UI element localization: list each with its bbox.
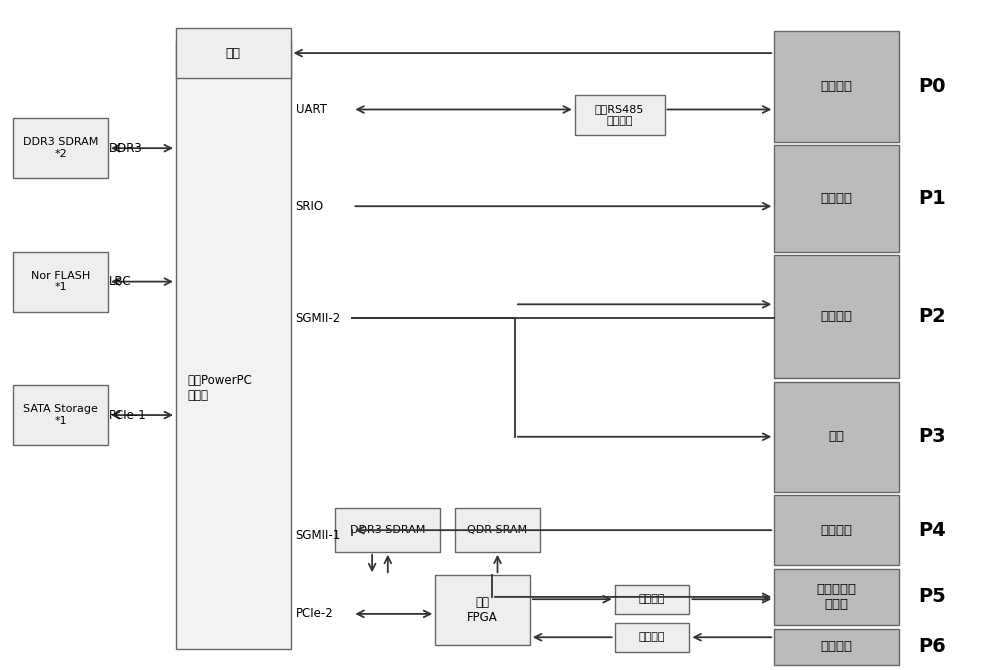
Text: P5: P5 (918, 588, 946, 606)
FancyBboxPatch shape (615, 584, 689, 614)
FancyBboxPatch shape (455, 509, 540, 552)
FancyBboxPatch shape (13, 252, 108, 312)
FancyBboxPatch shape (774, 31, 899, 141)
Text: P1: P1 (918, 189, 946, 208)
FancyBboxPatch shape (774, 145, 899, 252)
Text: 卫星通信数
据接口: 卫星通信数 据接口 (817, 583, 857, 611)
Text: 控制通道: 控制通道 (821, 524, 853, 537)
Text: SATA Storage
*1: SATA Storage *1 (23, 404, 98, 426)
Text: 公共信号: 公共信号 (821, 80, 853, 93)
FancyBboxPatch shape (774, 255, 899, 379)
FancyBboxPatch shape (335, 509, 440, 552)
FancyBboxPatch shape (774, 495, 899, 565)
Text: PCIe-2: PCIe-2 (296, 608, 333, 620)
Text: Nor FLASH
*1: Nor FLASH *1 (31, 271, 90, 292)
Text: 数据通道: 数据通道 (821, 192, 853, 205)
FancyBboxPatch shape (575, 94, 665, 135)
Text: 第一PowerPC
处理器: 第一PowerPC 处理器 (188, 375, 253, 403)
FancyBboxPatch shape (615, 622, 689, 652)
FancyBboxPatch shape (774, 569, 899, 625)
FancyBboxPatch shape (176, 42, 291, 649)
Text: SRIO: SRIO (296, 200, 324, 213)
Text: P3: P3 (918, 427, 946, 446)
Text: 解调模块: 解调模块 (639, 632, 665, 643)
Text: UART: UART (296, 103, 327, 116)
Text: P0: P0 (918, 77, 946, 96)
Text: P6: P6 (918, 637, 946, 657)
Text: DDR3 SDRAM
*2: DDR3 SDRAM *2 (23, 137, 98, 159)
FancyBboxPatch shape (774, 382, 899, 492)
Text: QDR SRAM: QDR SRAM (467, 525, 528, 535)
Text: 第一
FPGA: 第一 FPGA (467, 596, 498, 624)
Text: DDR3 SDRAM: DDR3 SDRAM (350, 525, 426, 535)
Text: 电源: 电源 (226, 47, 241, 60)
Text: PCIe-1: PCIe-1 (109, 409, 147, 421)
Text: P2: P2 (918, 307, 946, 326)
FancyBboxPatch shape (176, 28, 291, 78)
Text: DDR3: DDR3 (109, 141, 143, 155)
Text: P4: P4 (918, 521, 946, 539)
FancyBboxPatch shape (13, 385, 108, 445)
FancyBboxPatch shape (774, 628, 899, 665)
Text: 调制模块: 调制模块 (639, 594, 665, 604)
Text: SGMII-1: SGMII-1 (296, 529, 341, 541)
FancyBboxPatch shape (435, 576, 530, 645)
FancyBboxPatch shape (13, 118, 108, 178)
Text: 中频接口: 中频接口 (821, 641, 853, 653)
Text: 第一RS485
接口芯片: 第一RS485 接口芯片 (595, 104, 644, 125)
Text: 扩展通道: 扩展通道 (821, 310, 853, 323)
Text: SGMII-2: SGMII-2 (296, 312, 341, 325)
Text: 预留: 预留 (829, 430, 845, 444)
Text: LBC: LBC (109, 275, 132, 288)
